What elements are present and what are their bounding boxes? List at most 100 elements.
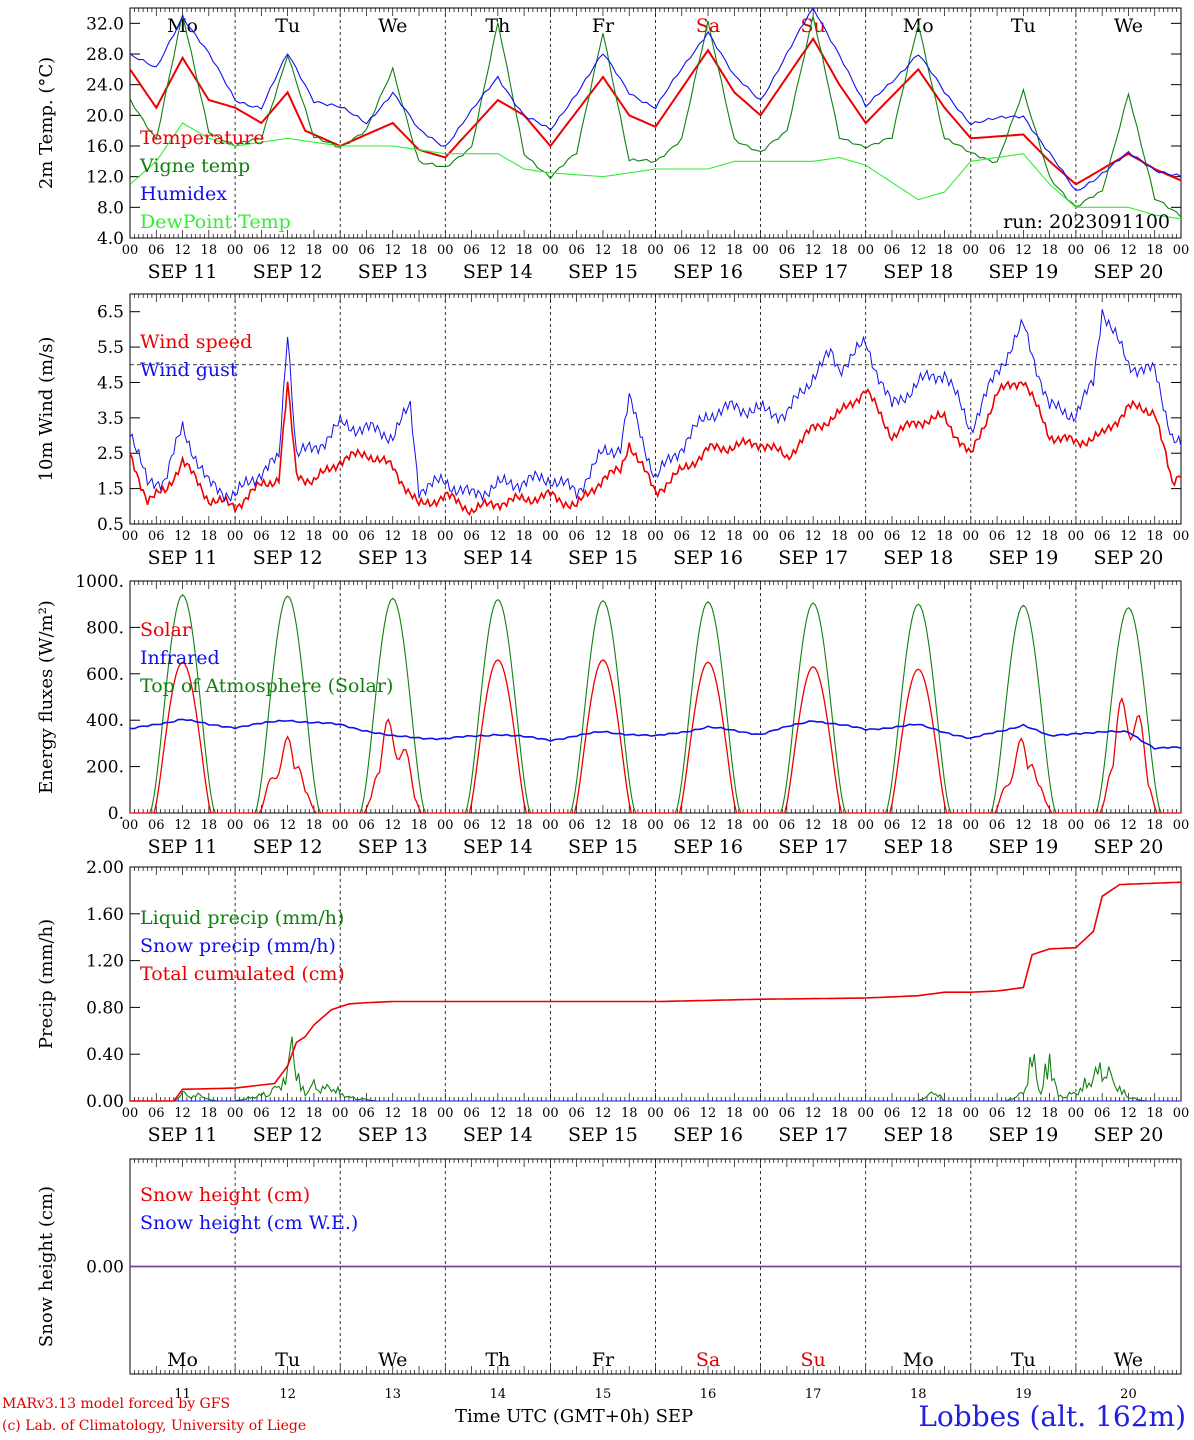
hour-tick-label: 18	[936, 1106, 953, 1121]
hour-tick-label: 06	[989, 529, 1006, 544]
y-tick-label: 600.	[86, 665, 124, 685]
hour-tick-label: 12	[279, 243, 296, 258]
date-label: SEP 15	[568, 836, 638, 858]
hour-tick-label: 18	[726, 243, 743, 258]
hour-tick-label: 18	[831, 1106, 848, 1121]
date-label: SEP 19	[988, 547, 1058, 569]
hour-tick-label: 00	[647, 1106, 664, 1121]
series-dewpoint-temp	[129, 122, 1182, 220]
y-axis-label: Precip (mm/h)	[36, 919, 57, 1049]
hour-tick-label: 06	[463, 818, 480, 833]
hour-tick-label: 18	[306, 818, 323, 833]
hour-tick-label: 06	[989, 1106, 1006, 1121]
date-label: SEP 11	[148, 836, 218, 858]
hour-tick-label: 18	[621, 243, 638, 258]
hour-tick-label: 06	[779, 818, 796, 833]
hour-tick-label: 12	[1015, 529, 1032, 544]
hour-tick-label: 00	[1068, 1106, 1085, 1121]
hour-tick-label: 00	[542, 1106, 559, 1121]
hour-tick-label: 00	[963, 529, 980, 544]
y-tick-label: 0.00	[86, 1092, 124, 1112]
y-tick-label: 2.00	[86, 858, 124, 878]
hour-tick-label: 00	[857, 1106, 874, 1121]
y-tick-label: 28.0	[86, 45, 124, 65]
hour-tick-label: 00	[332, 818, 349, 833]
hour-tick-label: 18	[516, 243, 533, 258]
hour-tick-label: 06	[148, 243, 165, 258]
hour-tick-label: 12	[595, 818, 612, 833]
weekday-label: Fr	[592, 1349, 615, 1371]
legend-entry: Vigne temp	[139, 155, 250, 177]
hour-tick-label: 00	[963, 1106, 980, 1121]
hour-tick-label: 12	[805, 529, 822, 544]
date-label: SEP 20	[1094, 261, 1164, 283]
legend-entry: Liquid precip (mm/h)	[140, 907, 344, 929]
hour-tick-label: 00	[1173, 1106, 1190, 1121]
hour-tick-label: 18	[621, 529, 638, 544]
hour-tick-label: 00	[122, 243, 139, 258]
hour-tick-label: 12	[1120, 818, 1137, 833]
hour-tick-label: 12	[174, 243, 191, 258]
hour-tick-label: 00	[752, 529, 769, 544]
date-label: SEP 19	[988, 261, 1058, 283]
date-label: SEP 14	[463, 547, 533, 569]
hour-tick-label: 18	[306, 1106, 323, 1121]
legend-entry: Wind speed	[140, 331, 252, 353]
weekday-label: Tu	[1011, 15, 1036, 37]
legend-entry: Humidex	[140, 183, 227, 205]
date-label: SEP 12	[253, 261, 323, 283]
series-total-cumulated	[130, 881, 1182, 1102]
hour-tick-label: 18	[936, 818, 953, 833]
hour-tick-label: 00	[963, 818, 980, 833]
date-label: SEP 13	[358, 261, 428, 283]
y-tick-label: 1.60	[86, 905, 124, 925]
hour-tick-label: 00	[647, 818, 664, 833]
hour-tick-label: 12	[910, 818, 927, 833]
hour-tick-label: 18	[936, 243, 953, 258]
hour-tick-label: 00	[1068, 818, 1085, 833]
hour-tick-label: 18	[201, 1106, 218, 1121]
date-label: SEP 15	[568, 261, 638, 283]
hour-tick-label: 12	[279, 1106, 296, 1121]
legend-entry: Snow height (cm W.E.)	[140, 1212, 358, 1234]
hour-tick-label: 12	[1120, 243, 1137, 258]
y-tick-label: 6.5	[97, 303, 124, 323]
hour-tick-label: 06	[674, 1106, 691, 1121]
date-label: SEP 13	[358, 547, 428, 569]
hour-tick-label: 06	[253, 243, 270, 258]
hour-tick-label: 00	[227, 818, 244, 833]
hour-tick-label: 00	[752, 1106, 769, 1121]
hour-tick-label: 06	[884, 818, 901, 833]
hour-tick-label: 18	[306, 529, 323, 544]
hour-tick-label: 06	[779, 529, 796, 544]
lab-credit: (c) Lab. of Climatology, University of L…	[2, 1418, 307, 1434]
hour-tick-label: 06	[1094, 529, 1111, 544]
weekday-label: Mo	[903, 1349, 934, 1371]
y-tick-label: 12.0	[86, 168, 124, 188]
hour-tick-label: 18	[1146, 1106, 1163, 1121]
legend-entry: Snow precip (mm/h)	[140, 935, 336, 957]
hour-tick-label: 12	[910, 1106, 927, 1121]
hour-tick-label: 18	[1041, 243, 1058, 258]
hour-tick-label: 12	[805, 243, 822, 258]
y-tick-label: 0.40	[86, 1045, 124, 1065]
date-label: SEP 11	[148, 547, 218, 569]
hour-tick-label: 06	[463, 529, 480, 544]
date-label: SEP 19	[988, 1124, 1058, 1146]
y-tick-label: 8.0	[97, 198, 124, 218]
hour-tick-label: 18	[1146, 529, 1163, 544]
panel-2: 0.5 1.5 2.5 3.5 4.5 5.5 6.5 10m Wind (m/s) Wind …	[36, 293, 1189, 569]
hour-tick-label: 00	[1173, 818, 1190, 833]
hour-tick-label: 18	[726, 1106, 743, 1121]
hour-tick-label: 18	[516, 529, 533, 544]
hour-tick-label: 18	[411, 529, 428, 544]
date-label: SEP 20	[1094, 1124, 1164, 1146]
hour-tick-label: 00	[857, 529, 874, 544]
hour-tick-label: 06	[253, 529, 270, 544]
legend-entry: Infrared	[140, 647, 220, 669]
date-label: SEP 15	[568, 1124, 638, 1146]
hour-tick-label: 18	[516, 818, 533, 833]
date-label: SEP 18	[883, 547, 953, 569]
legend-entry: DewPoint Temp	[140, 211, 291, 233]
